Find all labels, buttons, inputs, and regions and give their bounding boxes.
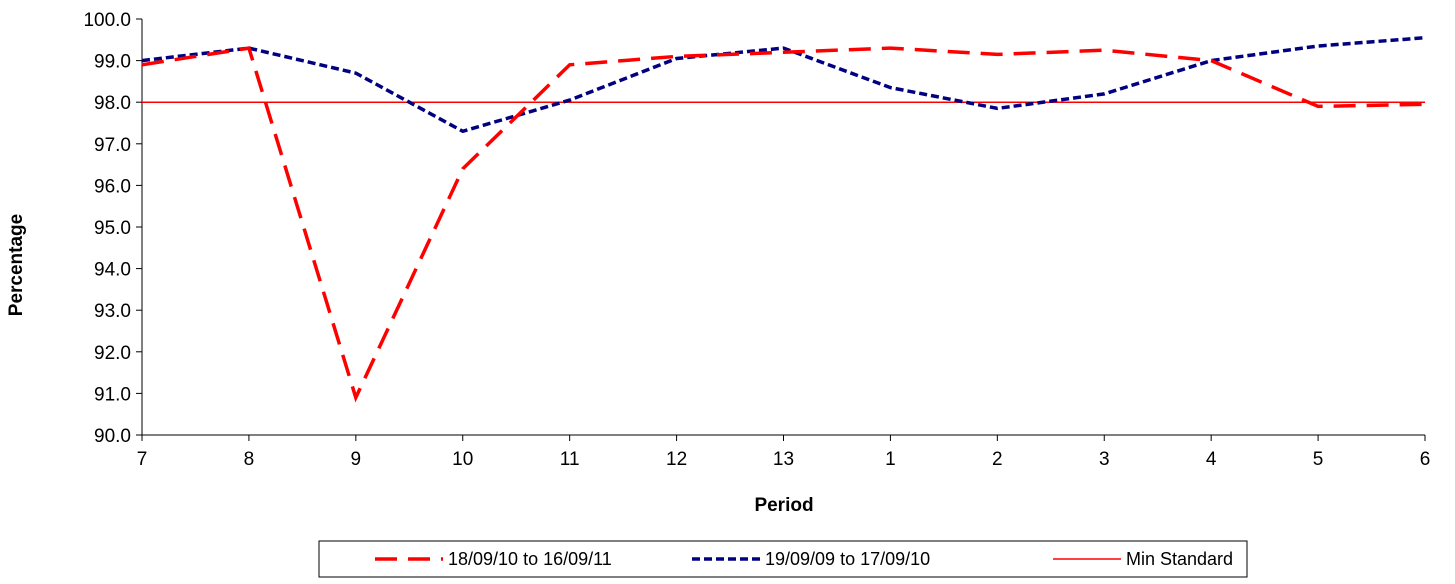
y-tick-label: 96.0	[94, 176, 131, 197]
x-tick-label: 8	[244, 449, 255, 470]
x-tick-label: 5	[1313, 449, 1324, 470]
y-tick-label: 98.0	[94, 93, 131, 114]
x-tick-label: 11	[560, 449, 580, 470]
legend-label-2: Min Standard	[1126, 549, 1233, 569]
x-tick-label: 4	[1206, 449, 1217, 470]
series-layer	[141, 35, 1426, 403]
legend-label-0: 18/09/10 to 16/09/11	[448, 549, 612, 569]
x-axis: 7 8 9 10 11 12 13 1 2 3 4 5 6	[137, 434, 1431, 470]
y-tick-label: 100.0	[83, 10, 131, 31]
y-tick-label: 93.0	[94, 301, 131, 322]
x-tick-label: 6	[1420, 449, 1431, 470]
y-tick-label: 91.0	[94, 384, 131, 405]
x-tick-label: 12	[666, 449, 687, 470]
x-tick-label: 7	[137, 449, 148, 470]
y-tick-label: 94.0	[94, 260, 131, 281]
y-tick-label: 99.0	[94, 52, 131, 73]
legend-label-1: 19/09/09 to 17/09/10	[765, 549, 930, 569]
x-tick-label: 3	[1099, 449, 1110, 470]
y-axis-title: Percentage	[6, 214, 27, 316]
legend: 18/09/10 to 16/09/11 19/09/09 to 17/09/10…	[318, 540, 1248, 578]
x-axis-title: Period	[754, 495, 813, 516]
series-line-0	[141, 46, 1426, 403]
x-tick-label: 2	[992, 449, 1003, 470]
x-tick-label: 9	[351, 449, 362, 470]
y-tick-label: 90.0	[94, 426, 131, 447]
y-axis: 90.0 91.0 92.0 93.0 94.0 95.0 96.0 97.0 98.0 99.0…	[83, 10, 143, 447]
series-line-1	[141, 35, 1426, 134]
y-tick-label: 95.0	[94, 218, 131, 239]
y-tick-label: 92.0	[94, 343, 131, 364]
x-tick-label: 1	[885, 449, 896, 470]
x-tick-label: 10	[452, 449, 473, 470]
x-tick-label: 13	[773, 449, 794, 470]
y-tick-label: 97.0	[94, 135, 131, 156]
